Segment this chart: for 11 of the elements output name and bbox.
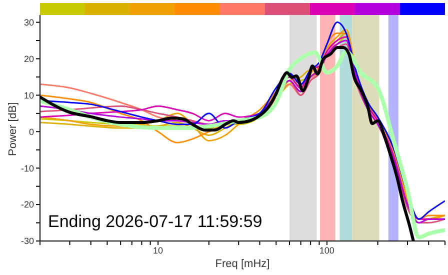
annotation: Ending 2026-07-17 11:59:59 xyxy=(48,212,262,232)
y-tick-label: 10 xyxy=(24,90,34,100)
y-tick-label: 20 xyxy=(24,54,34,64)
y-tick-label: 0 xyxy=(28,126,34,137)
x-tick-label: 100 xyxy=(319,245,334,256)
y-tick-label: -20 xyxy=(20,200,34,210)
y-tick-label: -30 xyxy=(20,236,34,246)
y-tick-label: 30 xyxy=(24,17,34,28)
y-axis-title: Power [dB] xyxy=(6,102,19,156)
y-tick-label: -10 xyxy=(20,163,34,174)
x-axis-title: Freq [mHz] xyxy=(215,258,270,270)
